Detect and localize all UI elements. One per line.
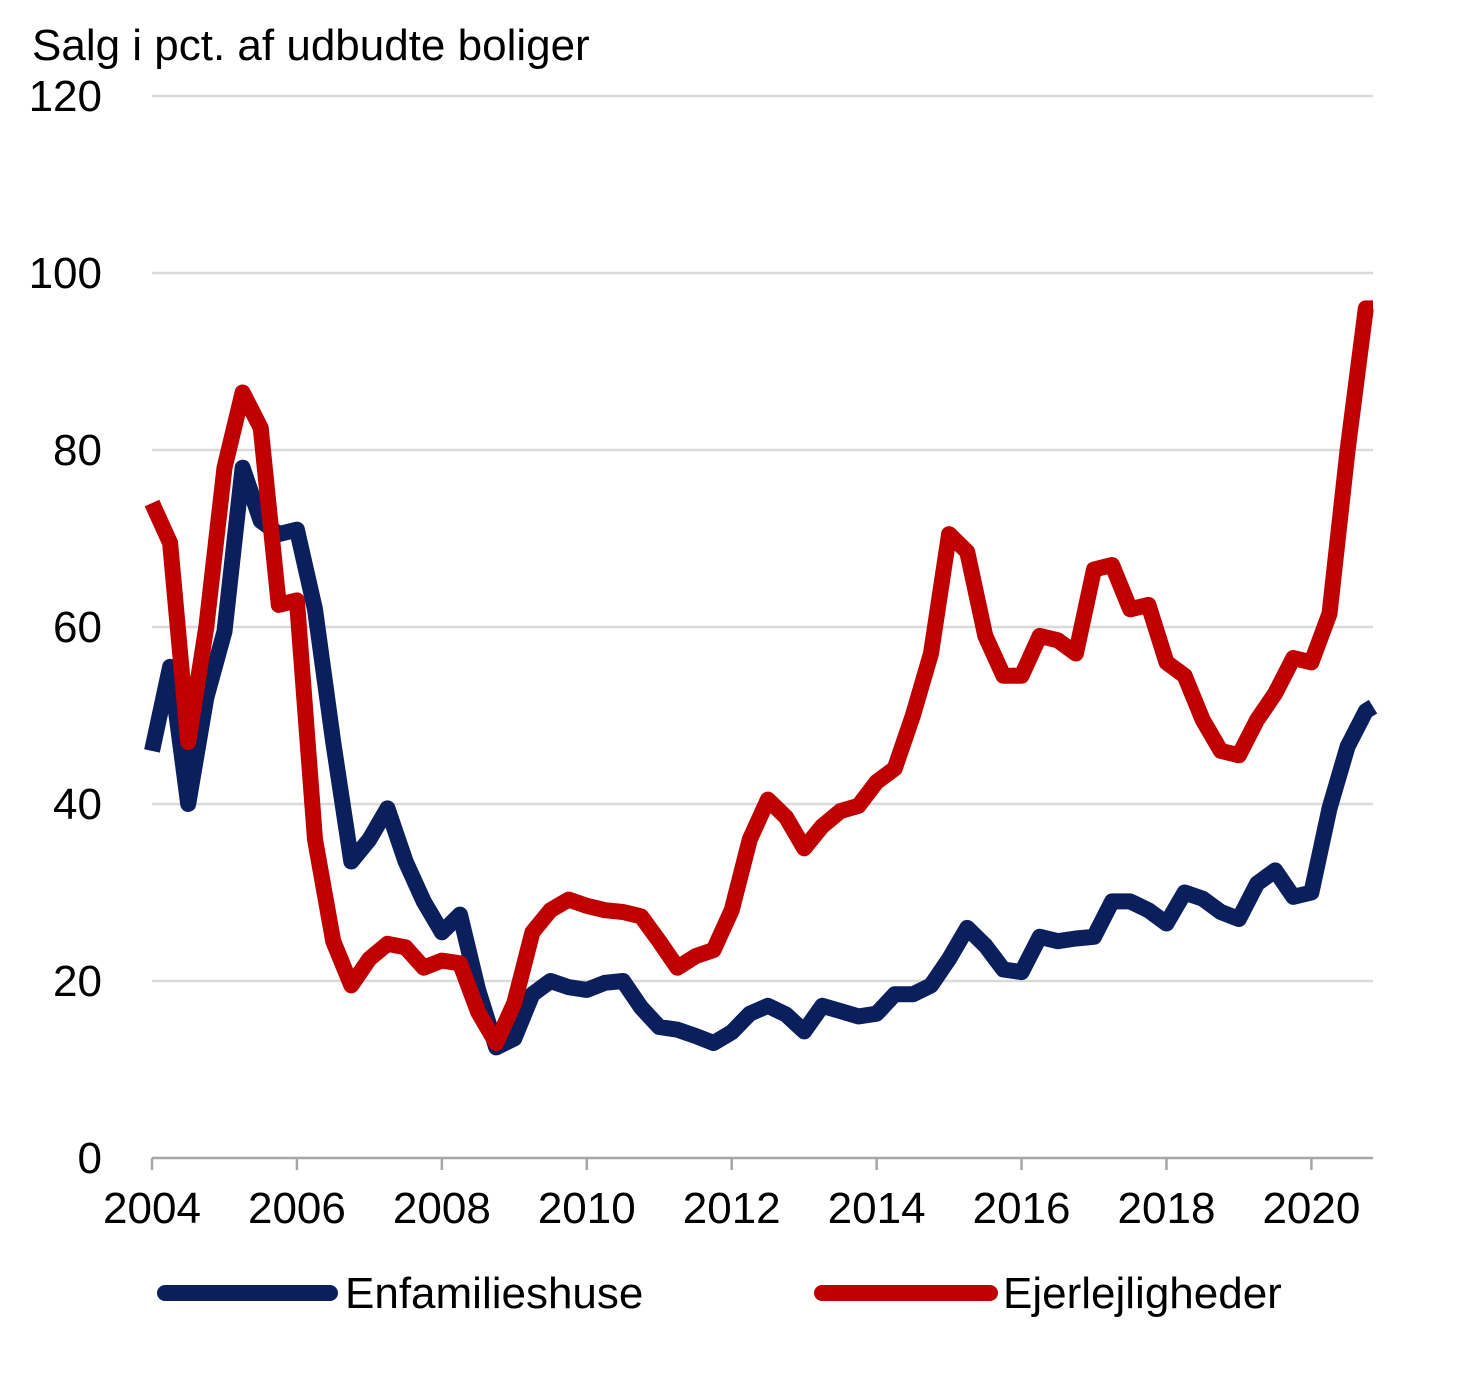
x-tick-label: 2010: [538, 1184, 636, 1233]
legend-label-ejerlejligheder: Ejerlejligheder: [1003, 1269, 1282, 1318]
x-axis-ticks: 2004 2006 2008 2010 2012 2014 2016 2018 2020: [103, 1158, 1360, 1233]
x-tick-label: 2014: [828, 1184, 926, 1233]
y-tick-label: 60: [53, 603, 102, 652]
series-lines: [144, 300, 1378, 1056]
legend: Enfamilieshuse Ejerlejligheder: [157, 1269, 1282, 1318]
y-axis-ticks: 0 20 40 60 80 100 120: [29, 72, 102, 1183]
y-tick-label: 100: [29, 249, 102, 298]
x-tick-label: 2018: [1118, 1184, 1216, 1233]
series-line-enfamilieshuse: [144, 459, 1378, 1056]
series-line-ejerlejligheder: [144, 300, 1374, 1051]
x-tick-label: 2006: [248, 1184, 346, 1233]
y-tick-label: 120: [29, 72, 102, 121]
x-tick-label: 2008: [393, 1184, 491, 1233]
legend-label-enfamilieshuse: Enfamilieshuse: [345, 1269, 643, 1318]
gridlines: [152, 94, 1373, 983]
y-tick-label: 80: [53, 426, 102, 475]
x-tick-label: 2004: [103, 1184, 201, 1233]
x-tick-label: 2012: [683, 1184, 781, 1233]
y-axis-label: Salg i pct. af udbudte boliger: [32, 21, 590, 70]
y-tick-label: 20: [53, 957, 102, 1006]
x-tick-label: 2016: [973, 1184, 1071, 1233]
x-tick-label: 2020: [1262, 1184, 1360, 1233]
y-tick-label: 40: [53, 780, 102, 829]
y-tick-label: 0: [78, 1134, 102, 1183]
